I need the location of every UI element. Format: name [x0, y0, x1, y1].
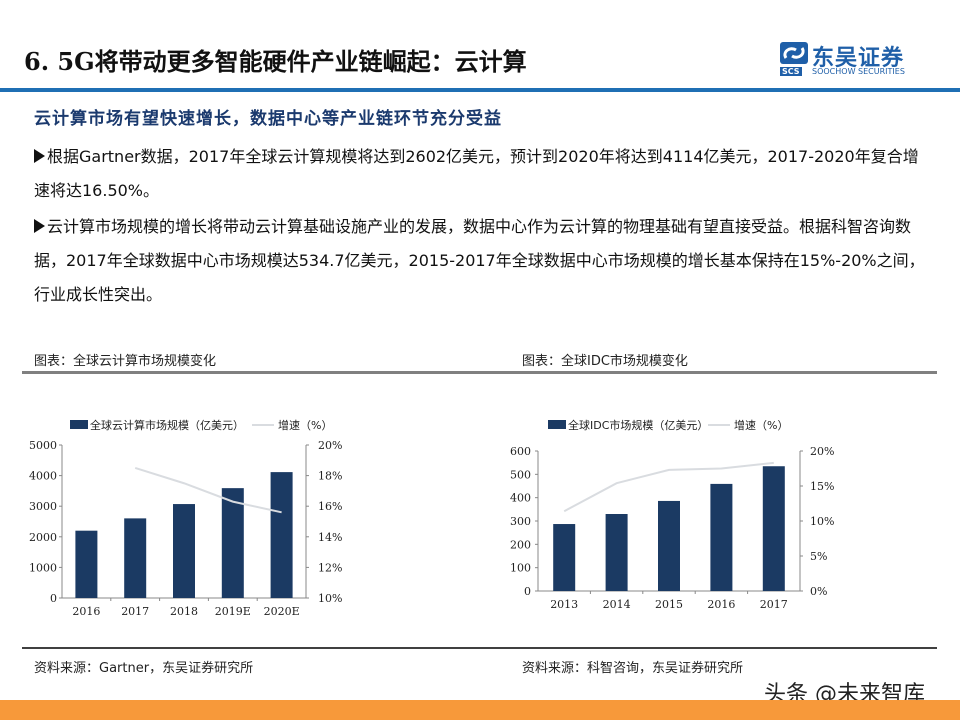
left-source-note: 资料来源：Gartner，东吴证券研究所 [34, 661, 254, 676]
right-axis-tick-label: 16% [318, 500, 342, 513]
figure-top-rule [22, 371, 937, 374]
bar [270, 472, 293, 598]
company-logo: 东吴证券 SCS SOOCHOW SECURITIES [780, 42, 920, 78]
left-axis-tick-label: 400 [510, 492, 531, 505]
left-axis-tick-label: 2000 [29, 531, 57, 544]
left-axis-tick-label: 300 [510, 515, 531, 528]
legend-line-label: 增速（%） [278, 418, 332, 432]
growth-rate-line [134, 466, 282, 514]
bullet-arrow-icon [34, 219, 45, 233]
left-axis-tick-label: 1000 [29, 561, 57, 574]
left-axis-tick-label: 4000 [29, 470, 57, 483]
bullet-text-2: 云计算市场规模的增长将带动云计算基础设施产业的发展，数据中心作为云计算的物理基础… [34, 217, 925, 304]
legend-bar-label: 全球IDC市场规模（亿美元） [568, 418, 708, 432]
bullet-paragraph-1: 根据Gartner数据，2017年全球云计算规模将达到2602亿美元，预计到20… [34, 140, 934, 208]
footer-band [0, 700, 960, 720]
right-axis-tick-label: 10% [318, 592, 342, 605]
left-axis-tick-label: 500 [510, 468, 531, 481]
left-axis-tick-label: 5000 [29, 439, 57, 452]
x-axis-tick-label: 2016 [72, 605, 100, 618]
x-axis-tick-label: 2013 [550, 598, 578, 611]
bar [553, 524, 576, 591]
bullet-arrow-icon [34, 149, 45, 163]
legend-line-label: 增速（%） [734, 418, 788, 432]
x-axis-tick-label: 2019E [215, 605, 251, 618]
right-axis-tick-label: 0% [810, 585, 827, 598]
logo-chinese-name: 东吴证券 [812, 46, 905, 71]
legend-bar-label: 全球云计算市场规模（亿美元） [90, 418, 244, 432]
right-source-note: 资料来源：科智咨询，东吴证券研究所 [522, 661, 744, 676]
bar [221, 488, 244, 598]
left-figure-label: 图表：全球云计算市场规模变化 [34, 354, 217, 369]
idc-market-chart-svg: 0 100 200 300 400 500 600 0% 5% 10% 15% 20% 2013 2014… [510, 418, 834, 611]
x-axis-tick-label: 2016 [707, 598, 735, 611]
x-axis-tick-label: 2014 [603, 598, 631, 611]
right-axis-tick-label: 14% [318, 531, 342, 544]
left-axis-tick-label: 600 [510, 445, 531, 458]
x-axis-tick-label: 2015 [655, 598, 683, 611]
right-axis-tick-label: 5% [810, 550, 827, 563]
left-axis-tick-label: 3000 [29, 500, 57, 513]
bar [710, 483, 733, 591]
right-axis-tick-label: 20% [810, 445, 834, 458]
bar [605, 514, 628, 591]
logo-english-name: SOOCHOW SECURITIES [812, 67, 905, 76]
idc-market-chart: 0 100 200 300 400 500 600 0% 5% 10% 15% 20% 2013 2014… [510, 418, 834, 611]
cloud-market-chart: 0 1000 2000 3000 4000 5000 10% 12% 14% 16% 18% 20% 2… [0, 0, 480, 640]
page-title: 6. 5G将带动更多智能硬件产业链崛起：云计算 [24, 47, 527, 76]
x-axis-tick-label: 2017 [121, 605, 149, 618]
logo-abbr: SCS [780, 67, 802, 76]
bar [124, 518, 147, 598]
right-axis-tick-label: 15% [810, 480, 834, 493]
right-axis-tick-label: 20% [318, 439, 342, 452]
bullet-paragraph-2: 云计算市场规模的增长将带动云计算基础设施产业的发展，数据中心作为云计算的物理基础… [34, 210, 934, 312]
x-axis-tick-label: 2017 [760, 598, 788, 611]
right-axis-tick-label: 10% [810, 515, 834, 528]
cloud-market-chart-svg: 0 1000 2000 3000 4000 5000 10% 12% 14% 16% 18% 20% 2… [29, 418, 342, 618]
bar [75, 530, 98, 598]
header-divider [0, 88, 960, 92]
bar [762, 466, 785, 591]
legend-bar-swatch [548, 420, 566, 429]
bar [173, 504, 195, 598]
right-axis-tick-label: 18% [318, 470, 342, 483]
section-subheading: 云计算市场有望快速增长，数据中心等产业链环节充分受益 [34, 109, 502, 129]
legend-bar-swatch [70, 420, 88, 429]
figure-bottom-rule [22, 647, 937, 649]
left-axis-tick-label: 0 [50, 592, 57, 605]
bar [658, 500, 680, 591]
scs-logo-icon [780, 42, 808, 64]
right-axis-tick-label: 12% [318, 561, 342, 574]
growth-rate-line [563, 461, 774, 513]
x-axis-tick-label: 2018 [170, 605, 198, 618]
bullet-text-1: 根据Gartner数据，2017年全球云计算规模将达到2602亿美元，预计到20… [34, 147, 919, 200]
left-axis-tick-label: 200 [510, 538, 531, 551]
right-figure-label: 图表：全球IDC市场规模变化 [522, 354, 688, 369]
left-axis-tick-label: 100 [510, 562, 531, 575]
left-axis-tick-label: 0 [524, 585, 531, 598]
x-axis-tick-label: 2020E [264, 605, 300, 618]
